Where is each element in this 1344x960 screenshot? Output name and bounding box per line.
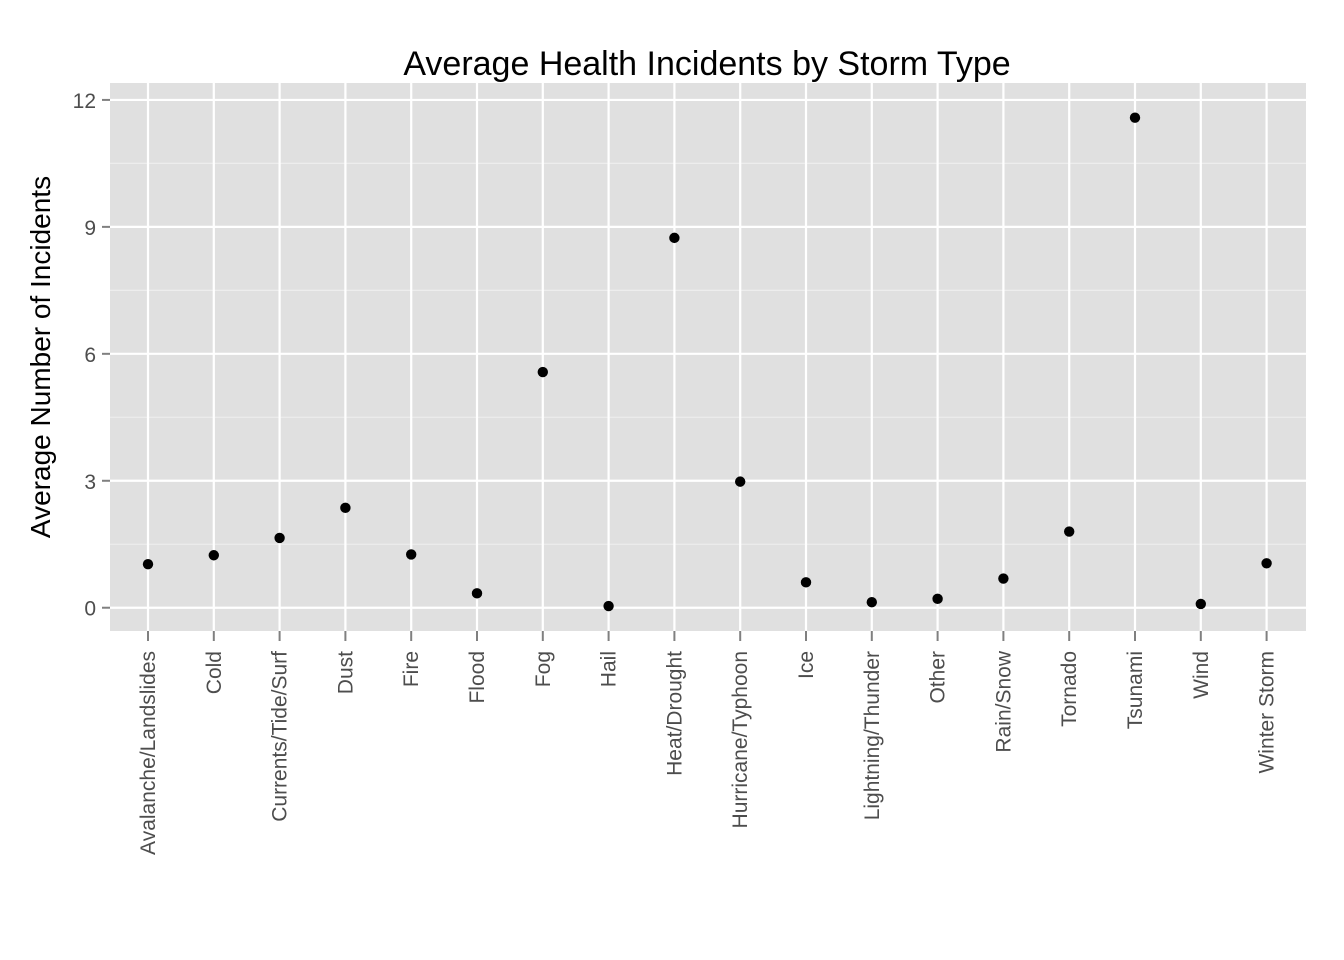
- x-tick-label: Tornado: [1058, 651, 1081, 727]
- x-tick-label: Cold: [203, 651, 226, 694]
- data-point: [998, 573, 1009, 584]
- x-axis: Avalanche/Landslides Cold Currents/Tide/Su…: [137, 631, 1279, 855]
- data-point: [208, 550, 219, 561]
- data-point: [406, 549, 417, 560]
- y-axis-label: Average Number of Incidents: [25, 176, 56, 538]
- x-tick-label: Flood: [466, 651, 489, 704]
- x-tick-label: Hurricane/Typhoon: [729, 651, 752, 828]
- y-tick-label: 3: [84, 471, 96, 494]
- data-point: [142, 558, 154, 570]
- data-point: [471, 588, 483, 599]
- data-point: [603, 600, 614, 612]
- x-tick-label: Currents/Tide/Surf: [269, 651, 292, 822]
- data-point: [1261, 558, 1272, 569]
- x-tick-label: Fog: [532, 651, 555, 687]
- data-point: [932, 593, 943, 605]
- data-point: [1129, 112, 1141, 123]
- y-tick-label: 0: [84, 598, 96, 621]
- y-tick-label: 9: [84, 217, 96, 240]
- y-axis: 0 3 6 9 12: [73, 90, 110, 621]
- data-point: [866, 597, 877, 608]
- x-tick-label: Avalanche/Landslides: [137, 651, 160, 855]
- data-point: [1195, 598, 1207, 610]
- y-tick-label: 6: [84, 344, 96, 367]
- x-tick-label: Winter Storm: [1256, 651, 1279, 774]
- data-point: [800, 577, 812, 588]
- x-tick-label: Hail: [598, 651, 621, 687]
- x-tick-label: Tsunami: [1124, 651, 1147, 729]
- data-point: [669, 232, 680, 244]
- x-tick-label: Rain/Snow: [992, 650, 1015, 752]
- data-points: [142, 112, 1272, 612]
- x-tick-label: Heat/Drought: [663, 651, 686, 776]
- grid-lines: [110, 83, 1306, 631]
- x-tick-label: Lightning/Thunder: [861, 651, 884, 820]
- x-tick-label: Dust: [334, 651, 357, 694]
- x-tick-label: Wind: [1190, 651, 1213, 699]
- y-tick-label: 12: [73, 90, 96, 113]
- x-tick-label: Fire: [400, 651, 423, 687]
- data-point: [274, 532, 285, 544]
- x-tick-label: Ice: [795, 651, 818, 679]
- chart-title: Average Health Incidents by Storm Type: [403, 45, 1010, 83]
- data-point: [537, 366, 548, 378]
- data-point: [735, 476, 746, 487]
- plot-background: [110, 83, 1306, 631]
- data-point: [340, 502, 351, 514]
- data-point: [1064, 526, 1075, 537]
- x-tick-label: Other: [927, 651, 950, 704]
